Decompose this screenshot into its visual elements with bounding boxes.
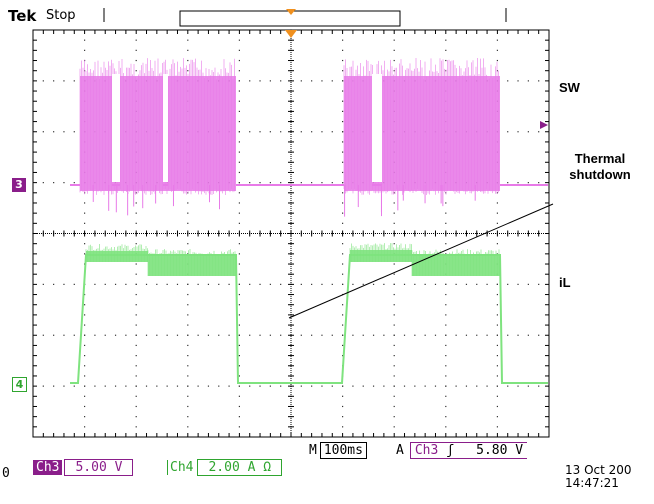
datetime-readout: 13 Oct 200 14:47:21 <box>565 464 632 490</box>
date: 13 Oct 200 <box>565 463 632 477</box>
timebase-prefix: M <box>309 443 317 458</box>
ch4-name: Ch4 <box>167 460 193 475</box>
brand-logo: Tek <box>8 7 37 25</box>
ch3-scale-readout[interactable]: Ch3 5.00 V <box>33 459 134 476</box>
ch4-position-marker[interactable]: 4 <box>12 377 27 392</box>
thermal-shutdown-annotation: Thermal shutdown <box>569 151 631 182</box>
ch3-scale: 5.00 V <box>64 459 134 476</box>
timebase-value[interactable]: 100ms <box>319 442 367 459</box>
time: 14:47:21 <box>565 476 619 490</box>
il-trace-label: iL <box>559 275 571 290</box>
left-fragment: 0 <box>2 466 10 481</box>
ch4-waveform <box>70 243 548 384</box>
trigger-level: 5.80 V <box>476 443 524 458</box>
timebase-readout: M 100ms <box>309 442 367 459</box>
ch4-scale-readout[interactable]: Ch4 2.00 A Ω <box>167 459 283 476</box>
trigger-box[interactable]: Ch3 ʃ 5.80 V <box>409 442 528 459</box>
sw-trace-label: SW <box>559 80 580 95</box>
ch3-position-marker[interactable]: 3 <box>12 178 26 192</box>
trigger-source: Ch3 <box>414 443 439 458</box>
rising-edge-icon: ʃ <box>446 443 455 458</box>
trigger-point-icon <box>285 30 297 38</box>
ch4-scale: 2.00 A Ω <box>197 459 283 476</box>
trigger-prefix: A <box>396 443 404 458</box>
annotation-pointer <box>288 203 554 319</box>
trigger-readout: A Ch3 ʃ 5.80 V <box>396 442 528 459</box>
ch3-waveform <box>70 58 548 217</box>
trigger-position-icon <box>286 9 296 15</box>
trigger-level-icon <box>540 121 548 129</box>
acquisition-state: Stop <box>46 8 76 23</box>
ch3-name: Ch3 <box>33 460 63 475</box>
